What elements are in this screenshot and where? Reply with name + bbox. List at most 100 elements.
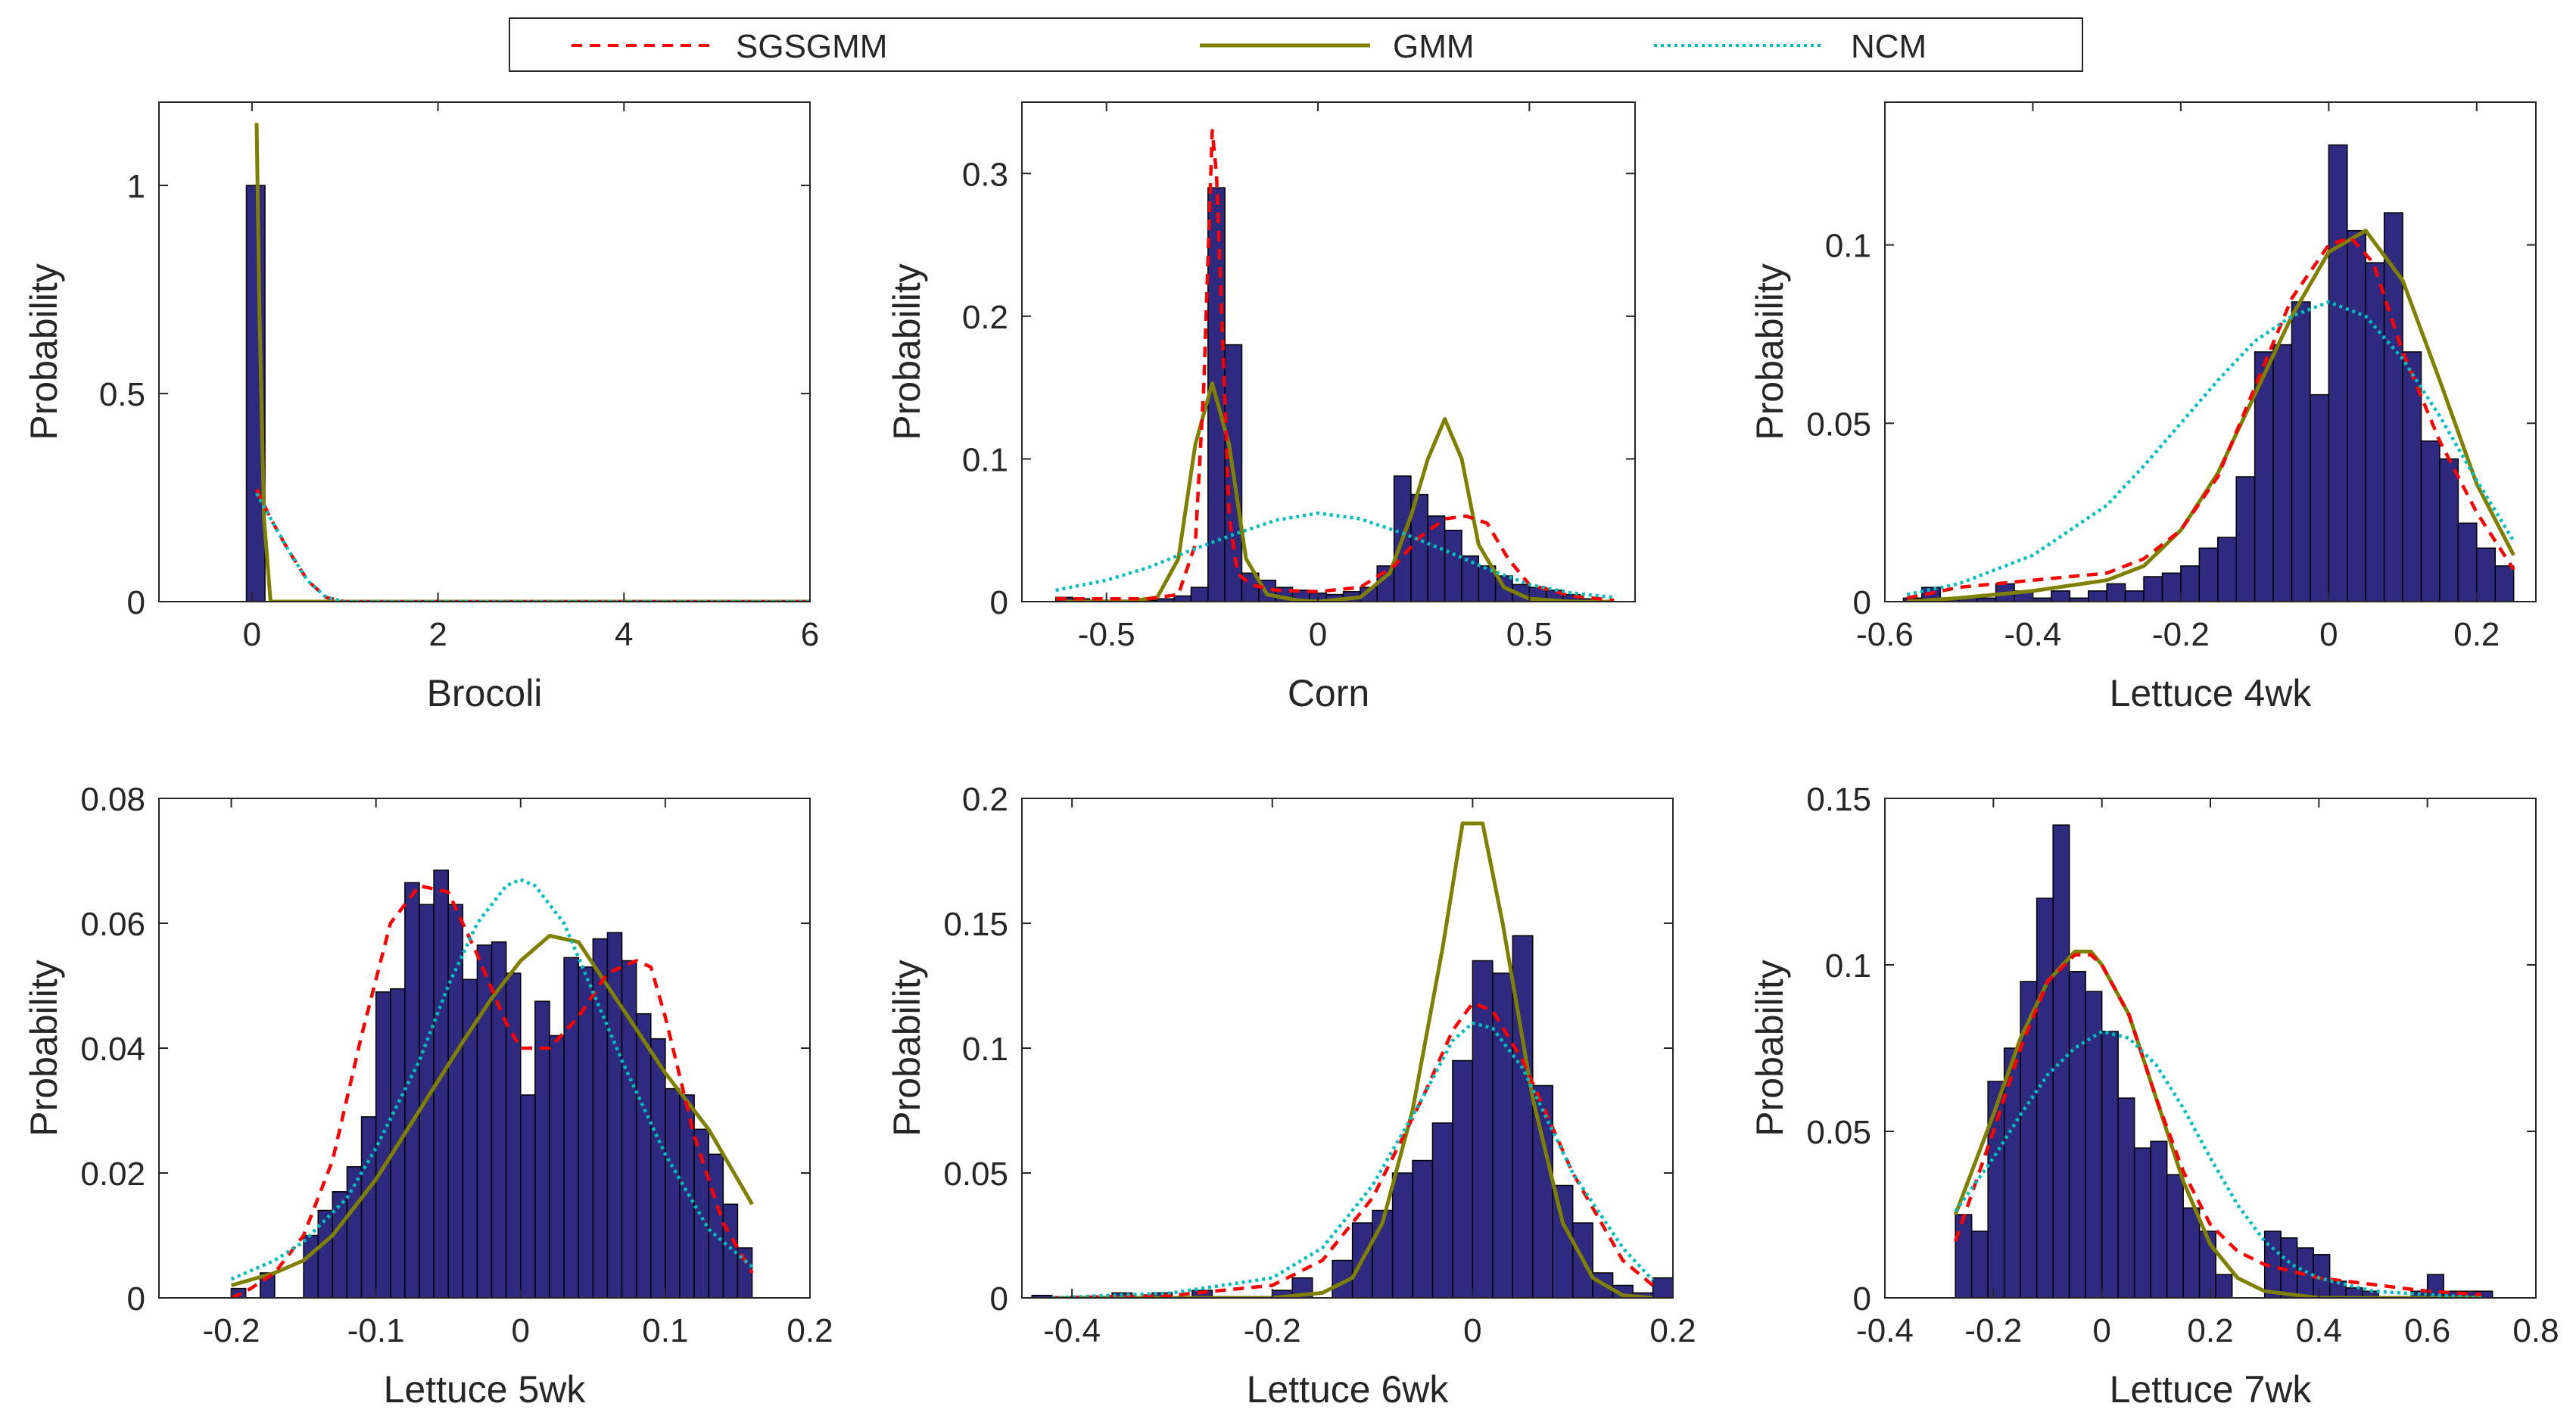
series-line-sgsgmm — [1954, 953, 2482, 1296]
series-line-ncm — [1055, 511, 1615, 599]
y-axis-label: Probability — [23, 960, 65, 1136]
histogram-bar — [2106, 583, 2126, 602]
histogram-bar — [2198, 547, 2219, 602]
histogram-bar — [2036, 898, 2054, 1299]
y-tick-label: 0.1 — [1825, 947, 1871, 985]
histogram-bar — [650, 1038, 666, 1299]
y-tick-label: 0 — [1853, 1280, 1871, 1318]
x-tick-label: -0.2 — [2152, 616, 2210, 653]
series-line-gmm — [254, 123, 810, 602]
x-tick-label: 0 — [2092, 1312, 2110, 1349]
x-tick-label: 0.2 — [787, 1312, 833, 1349]
x-tick-label: 0.5 — [1506, 616, 1553, 653]
histogram-bar — [1987, 1081, 2005, 1299]
histogram-bar — [447, 904, 464, 1299]
histogram-bar — [2457, 522, 2478, 602]
y-tick-label: 0.05 — [1806, 406, 1871, 443]
x-tick-label: 4 — [615, 616, 633, 653]
x-tick-label: 0.2 — [1649, 1312, 1696, 1349]
histogram-bar — [2291, 301, 2311, 602]
histogram — [230, 870, 753, 1299]
series-line-ncm — [255, 492, 810, 602]
y-tick-label: 0.1 — [962, 1031, 1008, 1068]
histogram-bar — [520, 1094, 536, 1299]
x-tick-label: -0.5 — [1078, 616, 1135, 653]
series-lines — [1953, 949, 2482, 1298]
panels: 0 2 4 6 0 0.5 1 Brocoli Probability -0.5 0 0.5 0 0.1 0… — [23, 101, 2559, 1411]
x-tick-label: -0.2 — [203, 1312, 260, 1349]
series-lines — [254, 123, 810, 602]
series-lines — [1055, 129, 1615, 602]
histogram-bar — [1452, 1059, 1474, 1299]
x-tick-label: 6 — [801, 616, 819, 653]
x-tick-label: 0.4 — [2296, 1312, 2342, 1349]
histogram-bar — [737, 1247, 753, 1299]
histogram-bar — [2310, 394, 2330, 602]
y-tick-label: 0 — [127, 584, 145, 621]
plot-area — [1022, 102, 1635, 602]
histogram-bar — [2439, 458, 2459, 602]
histogram-bar — [2166, 1174, 2184, 1299]
subplot-1: 0 2 4 6 0 0.5 1 Brocoli Probability — [23, 101, 819, 714]
legend-item-gmm: GMM — [1200, 28, 1475, 65]
y-tick-label: 0.1 — [962, 441, 1008, 478]
histogram-bar — [1552, 1184, 1574, 1299]
histogram-bar — [2180, 565, 2201, 602]
x-tick-label: -0.1 — [347, 1312, 405, 1349]
histogram-bar — [1472, 960, 1494, 1299]
axes-frame — [158, 101, 811, 602]
y-tick-label: 0.15 — [943, 906, 1008, 943]
series-lines — [1906, 229, 2515, 602]
histogram-bar — [2365, 262, 2385, 602]
histogram-bar — [317, 1209, 334, 1299]
histogram-bar — [2420, 440, 2441, 602]
y-axis-label: Probability — [1749, 263, 1791, 440]
y-tick-label: 0 — [990, 584, 1008, 621]
y-axis-label: Probability — [23, 263, 65, 440]
subplot-4: -0.2 -0.1 0 0.1 0.2 0 0.02 0.04 0.06 0.08 Lettuce … — [23, 781, 833, 1411]
series-line-sgsgmm — [230, 884, 754, 1298]
y-tick-label: 0.3 — [962, 156, 1008, 193]
x-axis-label: Lettuce 5wk — [384, 1368, 587, 1411]
histogram-bar — [2215, 1274, 2233, 1299]
y-tick-label: 1 — [127, 168, 145, 205]
histogram-bar — [1652, 1277, 1674, 1299]
axes-frame — [1884, 101, 2537, 602]
histogram-bar — [2143, 576, 2163, 602]
histogram-bar — [1461, 555, 1480, 602]
y-tick-label: 0 — [1853, 584, 1871, 621]
histogram-bar — [1970, 1231, 1989, 1299]
legend-item-ncm: NCM — [1654, 28, 1927, 65]
histogram-bar — [2150, 1140, 2168, 1299]
histogram-bar — [2068, 971, 2086, 1299]
x-tick-label: 0.2 — [2453, 616, 2500, 653]
histogram-bar — [2254, 351, 2274, 602]
y-tick-label: 0 — [990, 1280, 1008, 1318]
histogram-bar — [1190, 586, 1209, 602]
y-tick-label: 0.02 — [80, 1156, 145, 1193]
histogram-bar — [2235, 476, 2256, 602]
histogram-bar — [534, 1000, 550, 1299]
x-tick-label: 0 — [243, 616, 261, 653]
x-axis-label: Corn — [1288, 672, 1369, 714]
x-tick-label: -0.6 — [1856, 616, 1914, 653]
x-tick-label: 0 — [1309, 616, 1327, 653]
y-tick-label: 0.06 — [80, 906, 145, 943]
histogram-bar — [549, 1035, 565, 1299]
x-tick-label: 0.6 — [2404, 1312, 2450, 1349]
histogram-bar — [2117, 1097, 2135, 1299]
histogram-bar — [476, 944, 493, 1299]
histogram-bar — [462, 979, 478, 1299]
x-axis-label: Lettuce 6wk — [1247, 1368, 1450, 1411]
x-tick-label: 0.1 — [642, 1312, 688, 1349]
y-axis-label: Probability — [1749, 960, 1791, 1136]
x-axis-label: Lettuce 4wk — [2110, 672, 2313, 714]
x-tick-label: 0 — [512, 1312, 530, 1349]
histogram-bar — [2124, 590, 2145, 602]
x-tick-label: -0.4 — [1043, 1312, 1101, 1349]
series-line-sgsgmm — [1055, 129, 1615, 602]
histogram-bar — [563, 957, 579, 1299]
histogram-bar — [404, 882, 420, 1299]
histogram-bar — [505, 972, 522, 1299]
